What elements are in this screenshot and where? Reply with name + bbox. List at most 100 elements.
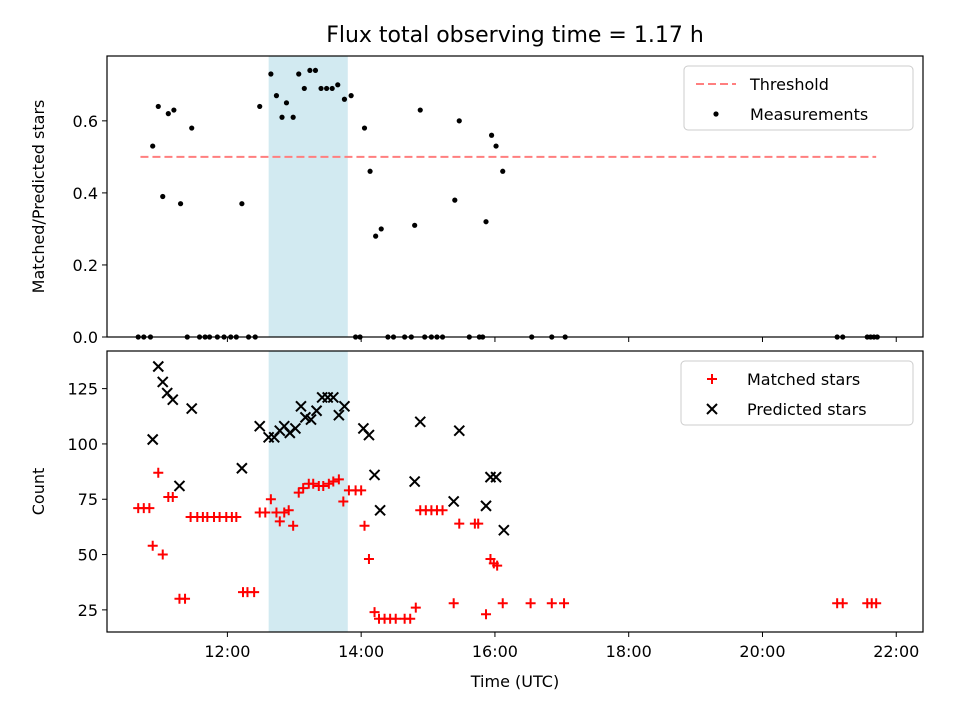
matched-star-point — [525, 598, 536, 609]
x-tick-label: 20:00 — [739, 642, 785, 661]
y-axis-label: Matched/Predicted stars — [29, 100, 48, 294]
predicted-star-point — [447, 495, 460, 508]
matched-star-point — [405, 613, 416, 624]
axes-frame — [106, 55, 924, 338]
matched-star-point — [448, 598, 459, 609]
matched-star-point — [288, 520, 299, 531]
matched-star-point — [279, 507, 290, 518]
measurement-point — [301, 85, 307, 92]
matched-star-point — [298, 483, 309, 494]
matched-star-point — [473, 518, 484, 529]
matched-star-point — [333, 474, 344, 485]
matched-star-point — [308, 478, 319, 489]
measurement-point — [257, 103, 263, 110]
matched-star-point — [497, 598, 508, 609]
predicted-star-point — [305, 413, 317, 426]
matched-star-point — [328, 476, 339, 487]
matched-star-point — [410, 602, 421, 613]
measurement-point — [500, 168, 506, 174]
measurement-point — [150, 143, 156, 149]
measurement-point — [155, 103, 161, 110]
legend-predicted-swatch — [706, 403, 718, 415]
matched-star-point — [356, 485, 367, 496]
axes-frame — [106, 350, 924, 633]
measurement-point — [307, 67, 313, 74]
count-panel: 25 50 75 100 125 12:00 14:00 16:00 18:00 20:00 22:… — [29, 350, 924, 691]
measurement-point — [483, 219, 489, 225]
predicted-star-point — [408, 475, 421, 488]
matched-star-point — [274, 516, 285, 527]
predicted-star-point — [146, 433, 159, 446]
measurement-point — [348, 93, 354, 99]
y-tick-label: 25 — [78, 601, 98, 620]
x-tick-label: 12:00 — [204, 642, 250, 661]
measurement-point — [493, 143, 499, 149]
measurement-point — [160, 193, 166, 200]
measurement-point — [165, 111, 171, 117]
measurement-point — [373, 233, 379, 239]
matched-star-point — [144, 503, 155, 514]
measurement-point — [273, 93, 280, 99]
measurement-point — [296, 71, 302, 77]
matched-star-point — [359, 520, 370, 531]
measurement-point — [361, 125, 368, 131]
matched-star-point — [318, 480, 329, 491]
matched-star-point — [369, 607, 380, 618]
y-tick-label: 0.4 — [73, 184, 98, 203]
series-x — [146, 360, 510, 536]
y-tick-label: 0.6 — [73, 112, 98, 131]
legend: Matched stars Predicted stars — [680, 360, 914, 426]
matched-star-point — [559, 598, 570, 609]
measurement-point — [341, 96, 348, 102]
predicted-star-point — [338, 400, 351, 413]
matched-star-point — [260, 507, 271, 518]
figure-title: Flux total observing time = 1.17 h — [326, 23, 704, 48]
measurement-point — [456, 118, 462, 124]
measurement-point — [417, 107, 423, 113]
x-axis-label: Time (UTC) — [470, 672, 559, 691]
matched-star-point — [147, 540, 158, 551]
x-tick-label: 22:00 — [873, 642, 919, 661]
measurement-point — [488, 132, 495, 138]
measurement-point — [283, 100, 290, 106]
matched-star-point — [546, 598, 557, 609]
predicted-star-point — [236, 462, 248, 474]
y-tick-label: 0.0 — [73, 328, 98, 347]
matched-star-point — [249, 587, 260, 598]
predicted-star-point — [152, 360, 164, 373]
legend-box — [683, 65, 914, 131]
y-tick-label: 50 — [78, 546, 98, 565]
measurement-point — [335, 82, 341, 88]
measurement-point — [189, 125, 195, 131]
measurement-point — [171, 107, 177, 113]
predicted-star-point — [333, 409, 345, 421]
predicted-star-point — [368, 469, 381, 481]
matched-star-point — [180, 593, 191, 604]
legend-matched-swatch — [707, 374, 717, 384]
predicted-star-point — [167, 393, 179, 406]
matched-star-point — [293, 487, 304, 498]
matched-star-point — [231, 511, 242, 522]
predicted-star-point — [157, 376, 169, 388]
legend-label: Measurements — [750, 105, 868, 124]
matched-star-point — [338, 496, 349, 507]
measurement-point — [452, 197, 458, 203]
predicted-star-point — [186, 402, 198, 415]
predicted-star-point — [490, 471, 502, 483]
matched-star-point — [437, 505, 448, 516]
measurement-point — [312, 67, 319, 74]
predicted-star-point — [310, 405, 323, 417]
matched-star-point — [323, 478, 334, 489]
measurement-point — [268, 71, 274, 77]
legend-measurements-swatch — [713, 111, 719, 117]
matched-star-point — [492, 560, 503, 571]
predicted-star-point — [480, 500, 492, 512]
predicted-star-point — [173, 480, 186, 492]
matched-star-point — [871, 598, 882, 609]
predicted-star-point — [414, 416, 426, 428]
legend-label: Matched stars — [747, 370, 860, 389]
legend-box — [680, 360, 914, 426]
matched-star-point — [167, 492, 178, 503]
measurement-point — [378, 226, 384, 232]
